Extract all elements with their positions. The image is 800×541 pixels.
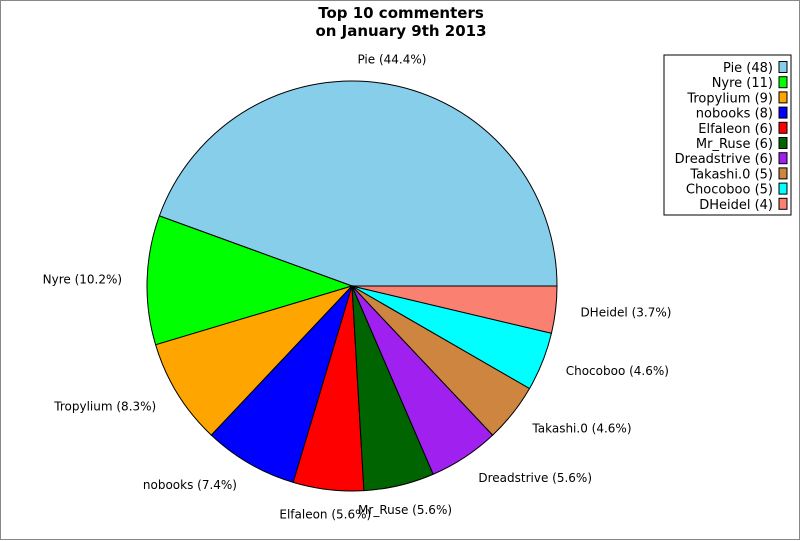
legend-entry: Mr_Ruse (6) (696, 137, 773, 152)
pie-slice-tropylium (154, 284, 354, 436)
legend-entry: nobooks (8) (696, 107, 773, 122)
legend-entry: DHeidel (4) (699, 198, 773, 213)
slice-label: Pie (44.4%) (357, 52, 426, 66)
slice-label: Chocoboo (4.6%) (566, 364, 669, 378)
slice-label: Tropylium (8.3%) (53, 400, 156, 414)
legend-swatch (778, 167, 788, 180)
legend-entry: Pie (48) (723, 61, 773, 76)
slice-label: Dreadstrive (5.6%) (478, 471, 592, 485)
legend-swatch (778, 182, 788, 195)
legend-entry: Elfaleon (6) (698, 122, 773, 137)
slice-label: DHeidel (3.7%) (580, 306, 671, 320)
legend-swatch (778, 197, 788, 210)
slice-label: Nyre (10.2%) (43, 272, 122, 286)
slice-label: nobooks (7.4%) (143, 478, 237, 492)
slice-label: Mr_Ruse (5.6%) (358, 503, 452, 517)
legend-entry: Takashi.0 (5) (689, 167, 773, 182)
slice-label: Elfaleon (5.6%) (279, 507, 371, 521)
slice-label: Takashi.0 (4.6%) (531, 422, 631, 436)
pie-slice-pie (158, 80, 558, 287)
pie-slice-nyre (146, 215, 354, 346)
pie-slice-dheidel (351, 285, 558, 334)
chart-title-line-1: Top 10 commenters (318, 4, 484, 22)
legend-swatch (778, 91, 788, 104)
legend-entry: Chocoboo (5) (686, 183, 773, 198)
legend-swatch (778, 106, 788, 119)
legend-swatch (778, 121, 788, 134)
legend-entry: Nyre (11) (712, 76, 773, 91)
legend-swatch (778, 76, 788, 89)
legend-swatch (778, 137, 788, 149)
chart-title-line-2: on January 9th 2013 (315, 22, 486, 40)
legend-entry: Tropylium (9) (686, 91, 773, 106)
legend-box (663, 54, 792, 216)
legend-swatch (778, 152, 788, 165)
legend-swatch (778, 61, 788, 73)
legend-entry: Dreadstrive (6) (675, 152, 773, 167)
